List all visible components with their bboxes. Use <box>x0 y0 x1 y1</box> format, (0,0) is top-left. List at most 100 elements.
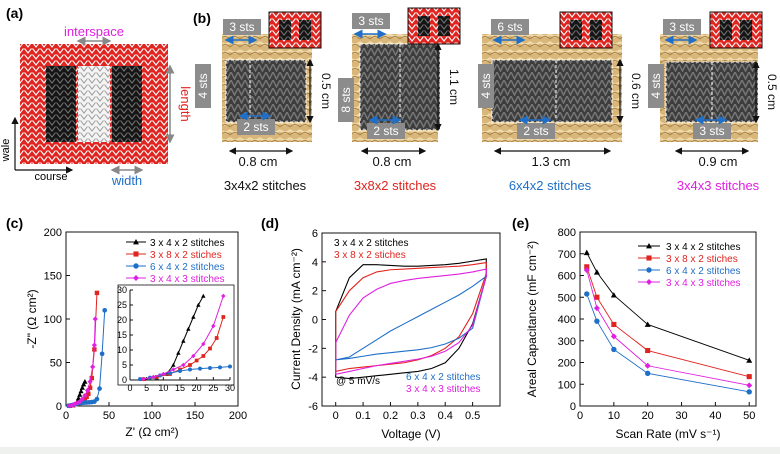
chart-e-ytick-label: 100 <box>558 379 576 391</box>
panel-label-e: (e) <box>512 215 529 231</box>
black-electrode-left <box>46 66 76 142</box>
chart-c-inset-point-4 <box>221 293 226 299</box>
chart-c-inset-xtick-label: 0 <box>127 383 132 393</box>
width-label-2: 0.8 cm <box>372 154 411 169</box>
chart-e-legend-label-2: 3 x 8 x 2 stiches <box>666 254 738 265</box>
chart-c-inset-point-3 <box>198 366 202 371</box>
pattern-inset-black-left-3 <box>570 20 582 40</box>
sample-caption-2: 3x8x2 stitches <box>354 178 437 193</box>
chart-c-point-1 <box>78 388 84 394</box>
chart-e-legend-marker-3 <box>646 267 652 273</box>
chart-e-point-1 <box>583 249 590 256</box>
chart-d-ytick-label: -6 <box>308 401 318 413</box>
chart-c-inset-point-1 <box>181 338 186 343</box>
chart-c-point-3 <box>94 396 100 402</box>
chart-c-ytick-label: 150 <box>44 271 62 283</box>
chart-e-point-2 <box>645 347 651 354</box>
chart-c-inset-xtick-label: 30 <box>225 383 235 393</box>
chart-d-legend-label-4: 3 x 4 x 3 stitches <box>406 384 480 395</box>
panel-e: (e) Scan Rate (mV s⁻¹) Areal Capacitance… <box>512 215 757 441</box>
chart-c-inset-point-1 <box>191 314 196 319</box>
chart-e-xlabel: Scan Rate (mV s⁻¹) <box>615 427 720 441</box>
chart-e-point-2 <box>594 294 600 300</box>
bottom-sts-label-3: 2 sts <box>523 124 548 138</box>
chart-c-inset-point-1 <box>171 362 176 367</box>
sample-caption-3: 6x4x2 stitches <box>509 178 592 193</box>
chart-e-ytick-label: 200 <box>558 358 576 370</box>
chart-d-xtick-label: 0.5 <box>465 410 480 422</box>
bottom-sts-label-2: 2 sts <box>373 124 398 138</box>
chart-e-point-1 <box>593 269 600 275</box>
chart-c-point-4 <box>79 396 85 402</box>
chart-c-point-4 <box>66 403 73 409</box>
chart-c-inset-point-4 <box>201 341 206 347</box>
height-label-2: 1.1 cm <box>447 69 461 105</box>
chart-e-ytick-label: 400 <box>558 314 576 326</box>
chart-c-point-4 <box>72 401 78 407</box>
chart-c-point-2 <box>89 375 95 381</box>
chart-e-point-1 <box>610 292 617 298</box>
pattern-inset-3 <box>559 11 613 49</box>
chart-e-ytick-label: 700 <box>558 249 576 261</box>
chart-d-ytick-label: 4 <box>312 257 318 269</box>
chart-e-ytick-label: 0 <box>570 401 576 413</box>
chart-e-xtick-label: 10 <box>608 410 620 422</box>
panel-d: (d) Voltage (V) Current Density (mA cm⁻²… <box>261 215 501 441</box>
chart-c-point-4 <box>82 392 88 399</box>
side-sts-tag-2 <box>338 78 354 122</box>
chart-c-inset-xtick-label: 15 <box>175 383 185 393</box>
chart-c-point-4 <box>92 316 98 322</box>
chart-c-inset-frame <box>117 284 235 386</box>
chart-c-point-4 <box>77 399 83 405</box>
bottom-sts-tag-3 <box>517 123 555 139</box>
chart-c-point-1 <box>77 392 83 397</box>
chart-c-point-1 <box>81 381 87 387</box>
top-sts-label-4: 3 sts <box>669 20 694 34</box>
chart-e-ytick-label: 300 <box>558 336 576 348</box>
chart-c-xtick-label: 100 <box>143 410 161 422</box>
side-sts-label-4: 4 sts <box>649 73 663 98</box>
chart-c-inset-marks <box>138 293 232 382</box>
bottom-sts-tag-4 <box>693 123 731 139</box>
chart-c-inset-point-1 <box>186 326 191 331</box>
panel-label-c: (c) <box>6 215 23 231</box>
chart-c-inset-point-3 <box>168 371 172 376</box>
chart-d-ytick-label: -4 <box>308 372 318 384</box>
chart-e-xtick-label: 40 <box>709 410 721 422</box>
chart-e-point-4 <box>583 267 590 274</box>
panel-c: (c) Z' (Ω cm²) -Z" (Ω cm²) 0 50 100 150 2000… <box>6 215 247 439</box>
chart-c-inset-point-3 <box>178 369 182 373</box>
chart-c-inset-point-4 <box>191 353 196 359</box>
chart-c-inset-point-2 <box>201 354 206 358</box>
chart-d-ytick-label: 0 <box>312 315 318 327</box>
panel-label-a: (a) <box>6 5 23 21</box>
sample-caption-4: 3x4x3 stitches <box>677 178 760 193</box>
black-electrode-right <box>112 66 142 142</box>
chart-c-point-4 <box>91 342 97 348</box>
side-sts-tag-3 <box>478 64 494 108</box>
chart-e-point-2 <box>611 321 617 327</box>
chart-c-legend-marker-3 <box>133 263 139 269</box>
chart-c-xtick-label: 50 <box>103 410 115 422</box>
chart-c-inset-point-3 <box>138 377 142 382</box>
chart-e-ytick-label: 500 <box>558 292 576 304</box>
pattern-inset-1 <box>268 11 322 49</box>
chart-d-annotation: @ 5 mV/s <box>336 376 380 387</box>
chart-c-inset-point-4 <box>161 371 166 377</box>
chart-e-point-1 <box>746 357 753 363</box>
chart-c-inset-point-4 <box>171 367 176 372</box>
pattern-inset-black-right-2 <box>438 16 450 36</box>
width-label: width <box>111 173 142 188</box>
chart-d-ytick-label: -2 <box>308 343 318 355</box>
chart-c-ylabel: -Z" (Ω cm²) <box>25 289 39 348</box>
chart-c-inset-point-2 <box>154 375 159 379</box>
chart-c-ytick-label: 50 <box>50 358 62 370</box>
chart-c-inset-point-4 <box>151 374 156 380</box>
chart-c-legend-marker-2 <box>133 251 139 257</box>
side-sts-tag-1 <box>195 64 211 108</box>
chart-d-xtick-label: 0.1 <box>355 410 370 422</box>
